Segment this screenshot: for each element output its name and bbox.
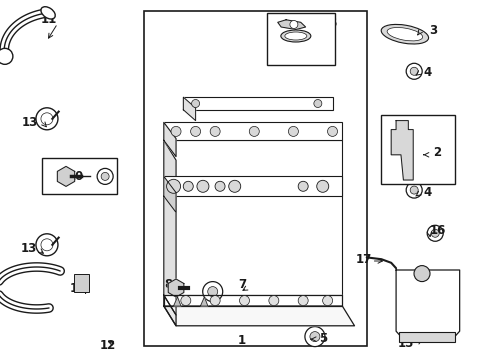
- Text: 12: 12: [99, 339, 116, 352]
- Circle shape: [305, 327, 324, 347]
- Circle shape: [239, 296, 249, 306]
- Polygon shape: [163, 122, 176, 157]
- Ellipse shape: [280, 30, 310, 42]
- Text: 16: 16: [428, 224, 445, 237]
- Text: 9: 9: [201, 287, 209, 300]
- Text: 1: 1: [238, 334, 245, 347]
- Text: 15: 15: [397, 337, 413, 350]
- Polygon shape: [168, 279, 183, 297]
- Circle shape: [190, 126, 200, 136]
- Circle shape: [268, 296, 278, 306]
- Text: 13: 13: [20, 242, 37, 255]
- Text: 6: 6: [328, 17, 336, 30]
- Circle shape: [289, 21, 297, 28]
- Text: 11: 11: [41, 13, 57, 26]
- Polygon shape: [390, 121, 412, 180]
- Circle shape: [166, 179, 180, 193]
- Circle shape: [181, 296, 190, 306]
- Circle shape: [41, 113, 53, 125]
- Circle shape: [288, 126, 298, 136]
- Circle shape: [228, 180, 240, 192]
- Circle shape: [249, 126, 259, 136]
- Circle shape: [183, 181, 193, 191]
- Circle shape: [171, 126, 181, 136]
- Text: 8: 8: [164, 278, 172, 291]
- Text: 14: 14: [70, 282, 86, 294]
- Circle shape: [41, 239, 53, 251]
- Bar: [266, 13, 334, 65]
- Text: 5: 5: [318, 332, 326, 345]
- Circle shape: [409, 67, 417, 75]
- Circle shape: [191, 99, 199, 108]
- Bar: [163, 122, 342, 140]
- Bar: [163, 176, 342, 196]
- Bar: [381, 115, 454, 184]
- Circle shape: [298, 181, 307, 191]
- Circle shape: [197, 180, 208, 192]
- Polygon shape: [173, 297, 181, 306]
- Circle shape: [210, 296, 220, 306]
- Circle shape: [413, 266, 429, 282]
- Polygon shape: [163, 295, 176, 326]
- Ellipse shape: [386, 27, 422, 41]
- Circle shape: [36, 108, 58, 130]
- Text: 3: 3: [428, 24, 436, 37]
- Circle shape: [0, 48, 13, 64]
- Circle shape: [309, 332, 319, 342]
- Polygon shape: [395, 270, 459, 337]
- Text: 13: 13: [21, 116, 38, 129]
- Circle shape: [215, 181, 224, 191]
- Polygon shape: [163, 306, 354, 326]
- Circle shape: [298, 296, 307, 306]
- Circle shape: [313, 99, 321, 108]
- Polygon shape: [200, 297, 207, 306]
- Polygon shape: [183, 97, 195, 121]
- Text: 2: 2: [433, 147, 441, 159]
- Bar: [144, 11, 366, 346]
- Ellipse shape: [381, 24, 427, 44]
- Text: 4: 4: [423, 186, 431, 199]
- Circle shape: [97, 168, 113, 184]
- Circle shape: [203, 282, 222, 302]
- Ellipse shape: [285, 32, 306, 40]
- Circle shape: [406, 182, 421, 198]
- Text: 7: 7: [238, 278, 245, 291]
- Polygon shape: [163, 176, 176, 212]
- Polygon shape: [57, 166, 75, 186]
- Circle shape: [430, 229, 438, 237]
- Bar: [398, 332, 454, 342]
- Circle shape: [427, 225, 442, 241]
- Ellipse shape: [41, 7, 55, 19]
- Circle shape: [210, 126, 220, 136]
- Circle shape: [316, 180, 328, 192]
- Text: 10: 10: [67, 170, 84, 183]
- Bar: [41, 158, 117, 194]
- Circle shape: [322, 296, 332, 306]
- Circle shape: [327, 126, 337, 136]
- Circle shape: [36, 234, 58, 256]
- Bar: [74, 274, 89, 292]
- Circle shape: [409, 186, 417, 194]
- Text: 4: 4: [423, 66, 431, 78]
- Circle shape: [406, 63, 421, 79]
- Circle shape: [101, 172, 109, 180]
- Text: 17: 17: [355, 253, 372, 266]
- Bar: [183, 97, 332, 110]
- Polygon shape: [163, 295, 342, 306]
- Bar: [163, 140, 342, 295]
- Polygon shape: [277, 20, 305, 30]
- Polygon shape: [163, 140, 176, 315]
- Circle shape: [207, 287, 217, 297]
